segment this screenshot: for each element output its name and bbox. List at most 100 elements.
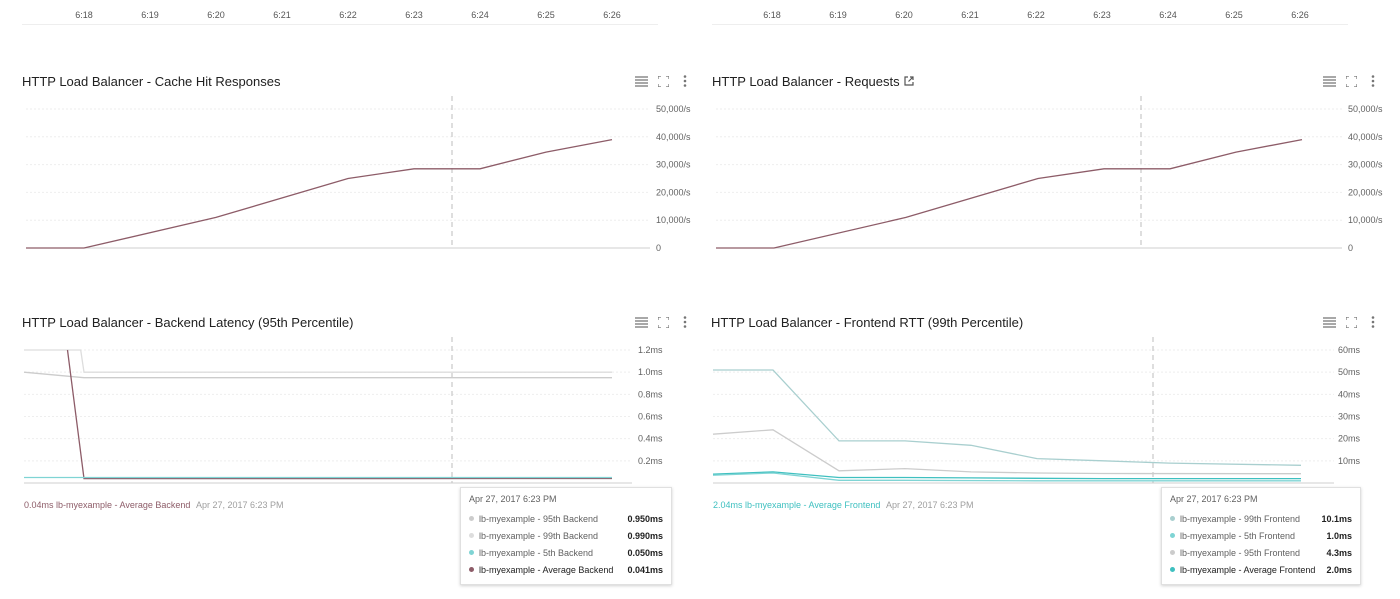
y-tick-label: 10ms: [1338, 456, 1361, 466]
y-tick-label: 30ms: [1338, 412, 1361, 422]
y-tick-label: 50,000/s: [656, 104, 691, 114]
time-tick-label: 6:24: [471, 10, 489, 20]
timeline-right: 6:18 6:19 6:20 6:21 6:22 6:23 6:24 6:25 6:26: [712, 0, 1348, 25]
y-tick-label: 20,000/s: [1348, 187, 1383, 197]
y-tick-label: 40,000/s: [656, 132, 691, 142]
y-tick-label: 50,000/s: [1348, 104, 1383, 114]
legend-value: 0.04ms: [24, 500, 54, 510]
series-line: [26, 138, 613, 249]
time-tick-label: 6:25: [1225, 10, 1243, 20]
series-dot-icon: [1170, 533, 1175, 538]
tooltip-series-name: lb-myexample - 95th Backend: [479, 513, 599, 524]
chart-plot[interactable]: 50,000/s 40,000/s 30,000/s 20,000/s 10,000/s…: [712, 74, 1390, 264]
series-line: [712, 471, 1301, 480]
y-tick-label: 0: [1348, 243, 1353, 253]
chart-plot[interactable]: 1.2ms 1.0ms 0.8ms 0.6ms 0.4ms 0.2ms: [22, 315, 692, 495]
tooltip-row: lb-myexample - 5th Backend 0.050ms: [469, 544, 663, 561]
tooltip-row: lb-myexample - 5th Frontend 1.0ms: [1170, 527, 1352, 544]
more-vert-icon[interactable]: [1366, 74, 1380, 88]
legend-toggle-icon[interactable]: [634, 74, 648, 88]
tooltip-series-value: 2.0ms: [1326, 564, 1352, 575]
tooltip-series-value: 0.950ms: [627, 513, 663, 524]
legend-toggle-icon[interactable]: [1322, 74, 1336, 88]
tooltip-series-value: 10.1ms: [1321, 513, 1352, 524]
time-tick-label: 6:26: [1291, 10, 1309, 20]
time-tick-label: 6:22: [339, 10, 357, 20]
chart-panel-requests: HTTP Load Balancer - Requests 50,000/s 40…: [712, 74, 1390, 264]
hover-legend-line: 0.04ms lb-myexample - Average Backend Ap…: [24, 500, 284, 510]
chart-plot[interactable]: 60ms 50ms 40ms 30ms 20ms 10ms: [711, 315, 1390, 495]
tooltip-series-name: lb-myexample - Average Backend: [479, 564, 614, 575]
y-tick-label: 1.0ms: [638, 367, 663, 377]
time-tick-label: 6:20: [895, 10, 913, 20]
external-link-icon[interactable]: [904, 76, 914, 89]
panel-title: HTTP Load Balancer - Backend Latency (95…: [22, 315, 354, 330]
legend-value: 2.04ms: [713, 500, 743, 510]
y-tick-label: 1.2ms: [638, 345, 663, 355]
y-tick-label: 40ms: [1338, 389, 1361, 399]
legend-toggle-icon[interactable]: [1322, 315, 1336, 329]
y-tick-label: 20ms: [1338, 434, 1361, 444]
legend-timestamp: Apr 27, 2017 6:23 PM: [195, 500, 284, 510]
tooltip-series-value: 0.041ms: [627, 564, 663, 575]
time-tick-label: 6:23: [1093, 10, 1111, 20]
tooltip-row: lb-myexample - 99th Frontend 10.1ms: [1170, 510, 1352, 527]
y-tick-label: 10,000/s: [656, 215, 691, 225]
series-line: [66, 349, 613, 480]
legend-toggle-icon[interactable]: [634, 315, 648, 329]
chart-panel-cache-hit-responses: HTTP Load Balancer - Cache Hit Responses…: [22, 74, 692, 264]
time-tick-label: 6:18: [75, 10, 93, 20]
time-tick-label: 6:22: [1027, 10, 1045, 20]
tooltip-row: lb-myexample - 95th Frontend 4.3ms: [1170, 544, 1352, 561]
series-dot-icon: [1170, 550, 1175, 555]
y-tick-label: 0.2ms: [638, 456, 663, 466]
series-dot-icon: [469, 533, 474, 538]
y-tick-label: 0: [656, 243, 661, 253]
tooltip-series-value: 4.3ms: [1326, 547, 1352, 558]
tooltip-row: lb-myexample - Average Backend 0.041ms: [469, 561, 663, 578]
series-dot-icon: [1170, 516, 1175, 521]
series-line: [712, 429, 1302, 475]
time-tick-label: 6:20: [207, 10, 225, 20]
series-line: [24, 349, 612, 373]
tooltip-series-name: lb-myexample - 5th Backend: [479, 547, 594, 558]
legend-series: lb-myexample - Average Frontend: [745, 500, 881, 510]
tooltip-series-name: lb-myexample - 99th Backend: [479, 530, 599, 541]
more-vert-icon[interactable]: [1366, 315, 1380, 329]
tooltip-date: Apr 27, 2017 6:23 PM: [1170, 494, 1258, 504]
series-dot-icon: [1170, 567, 1175, 572]
tooltip-row: lb-myexample - 99th Backend 0.990ms: [469, 527, 663, 544]
tooltip-series-value: 0.990ms: [627, 530, 663, 541]
time-tick-label: 6:24: [1159, 10, 1177, 20]
time-tick-label: 6:21: [961, 10, 979, 20]
tooltip-row: lb-myexample - Average Frontend 2.0ms: [1170, 561, 1352, 578]
series-dot-icon: [469, 516, 474, 521]
y-tick-label: 30,000/s: [656, 160, 691, 170]
legend-series: lb-myexample - Average Backend: [56, 500, 191, 510]
chart-panel-frontend-rtt: HTTP Load Balancer - Frontend RTT (99th …: [711, 315, 1390, 595]
tooltip-row: lb-myexample - 95th Backend 0.950ms: [469, 510, 663, 527]
y-tick-label: 0.8ms: [638, 389, 663, 399]
panel-title: HTTP Load Balancer - Frontend RTT (99th …: [711, 315, 1024, 330]
more-vert-icon[interactable]: [678, 74, 692, 88]
time-tick-label: 6:19: [829, 10, 847, 20]
series-dot-icon: [469, 550, 474, 555]
series-dot-icon: [469, 567, 474, 572]
chart-panel-backend-latency: HTTP Load Balancer - Backend Latency (95…: [22, 315, 692, 595]
y-tick-label: 0.4ms: [638, 434, 663, 444]
chart-plot[interactable]: 50,000/s 40,000/s 30,000/s 20,000/s 10,000/s…: [22, 74, 692, 264]
time-tick-label: 6:19: [141, 10, 159, 20]
y-tick-label: 60ms: [1338, 345, 1361, 355]
tooltip-series-name: lb-myexample - 5th Frontend: [1180, 530, 1296, 541]
series-line: [23, 371, 612, 379]
tooltip-date: Apr 27, 2017 6:23 PM: [469, 494, 557, 504]
more-vert-icon[interactable]: [678, 315, 692, 329]
tooltip-series-name: lb-myexample - Average Frontend: [1180, 564, 1316, 575]
time-tick-label: 6:21: [273, 10, 291, 20]
hover-tooltip: Apr 27, 2017 6:23 PM lb-myexample - 99th…: [1161, 487, 1361, 585]
panel-title: HTTP Load Balancer - Requests: [712, 74, 914, 89]
time-tick-label: 6:25: [537, 10, 555, 20]
hover-tooltip: Apr 27, 2017 6:23 PM lb-myexample - 95th…: [460, 487, 672, 585]
timeline-left: 6:18 6:19 6:20 6:21 6:22 6:23 6:24 6:25 6:26: [22, 0, 658, 25]
legend-timestamp: Apr 27, 2017 6:23 PM: [885, 500, 974, 510]
